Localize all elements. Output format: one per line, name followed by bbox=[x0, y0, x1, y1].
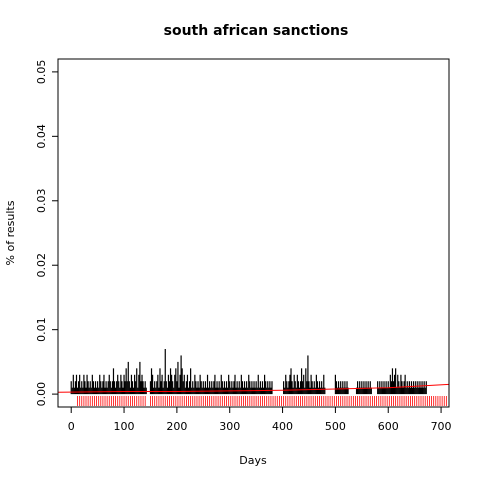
x-tick-label-5: 500 bbox=[325, 420, 346, 433]
x-axis-label: Days bbox=[239, 454, 267, 467]
x-tick-label-4: 400 bbox=[272, 420, 293, 433]
plot-frame bbox=[57, 58, 450, 408]
x-tick-label-2: 200 bbox=[166, 420, 187, 433]
y-tick-label-1: 0.01 bbox=[35, 317, 48, 342]
y-tick-label-4: 0.04 bbox=[35, 124, 48, 149]
x-tick-label-0: 0 bbox=[68, 420, 75, 433]
y-axis-label: % of results bbox=[4, 200, 17, 265]
y-tick-label-0: 0.00 bbox=[35, 382, 48, 407]
x-tick-label-6: 600 bbox=[378, 420, 399, 433]
y-axis: 0.00 0.01 0.02 0.03 0.04 0.05 bbox=[35, 60, 59, 407]
bar-series bbox=[70, 349, 427, 395]
rug-marks bbox=[77, 396, 447, 406]
y-tick-label-2: 0.02 bbox=[35, 253, 48, 278]
x-tick-label-7: 700 bbox=[431, 420, 452, 433]
x-tick-label-3: 300 bbox=[219, 420, 240, 433]
x-axis: 0 100 200 300 400 500 600 700 bbox=[68, 406, 452, 433]
chart-title: south african sanctions bbox=[164, 23, 349, 39]
y-tick-label-5: 0.05 bbox=[35, 60, 48, 85]
y-tick-label-3: 0.03 bbox=[35, 189, 48, 214]
x-tick-label-1: 100 bbox=[114, 420, 135, 433]
trend-line bbox=[57, 383, 450, 393]
